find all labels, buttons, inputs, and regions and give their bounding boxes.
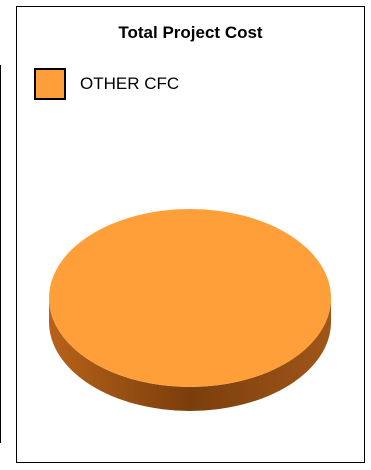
legend-label-other-cfc: OTHER CFC <box>80 74 180 93</box>
chart-panel: Total Project Cost OTHER CFC <box>16 6 365 463</box>
pie-slice-side-other-cfc <box>49 298 331 411</box>
chart-title: Total Project Cost <box>118 23 263 42</box>
pie-chart <box>49 209 331 411</box>
left-divider-line <box>0 65 1 443</box>
pie-slice-other-cfc <box>49 209 331 387</box>
legend-swatch-other-cfc <box>34 68 66 100</box>
pie-slices <box>49 209 331 411</box>
legend: OTHER CFC <box>34 68 179 100</box>
